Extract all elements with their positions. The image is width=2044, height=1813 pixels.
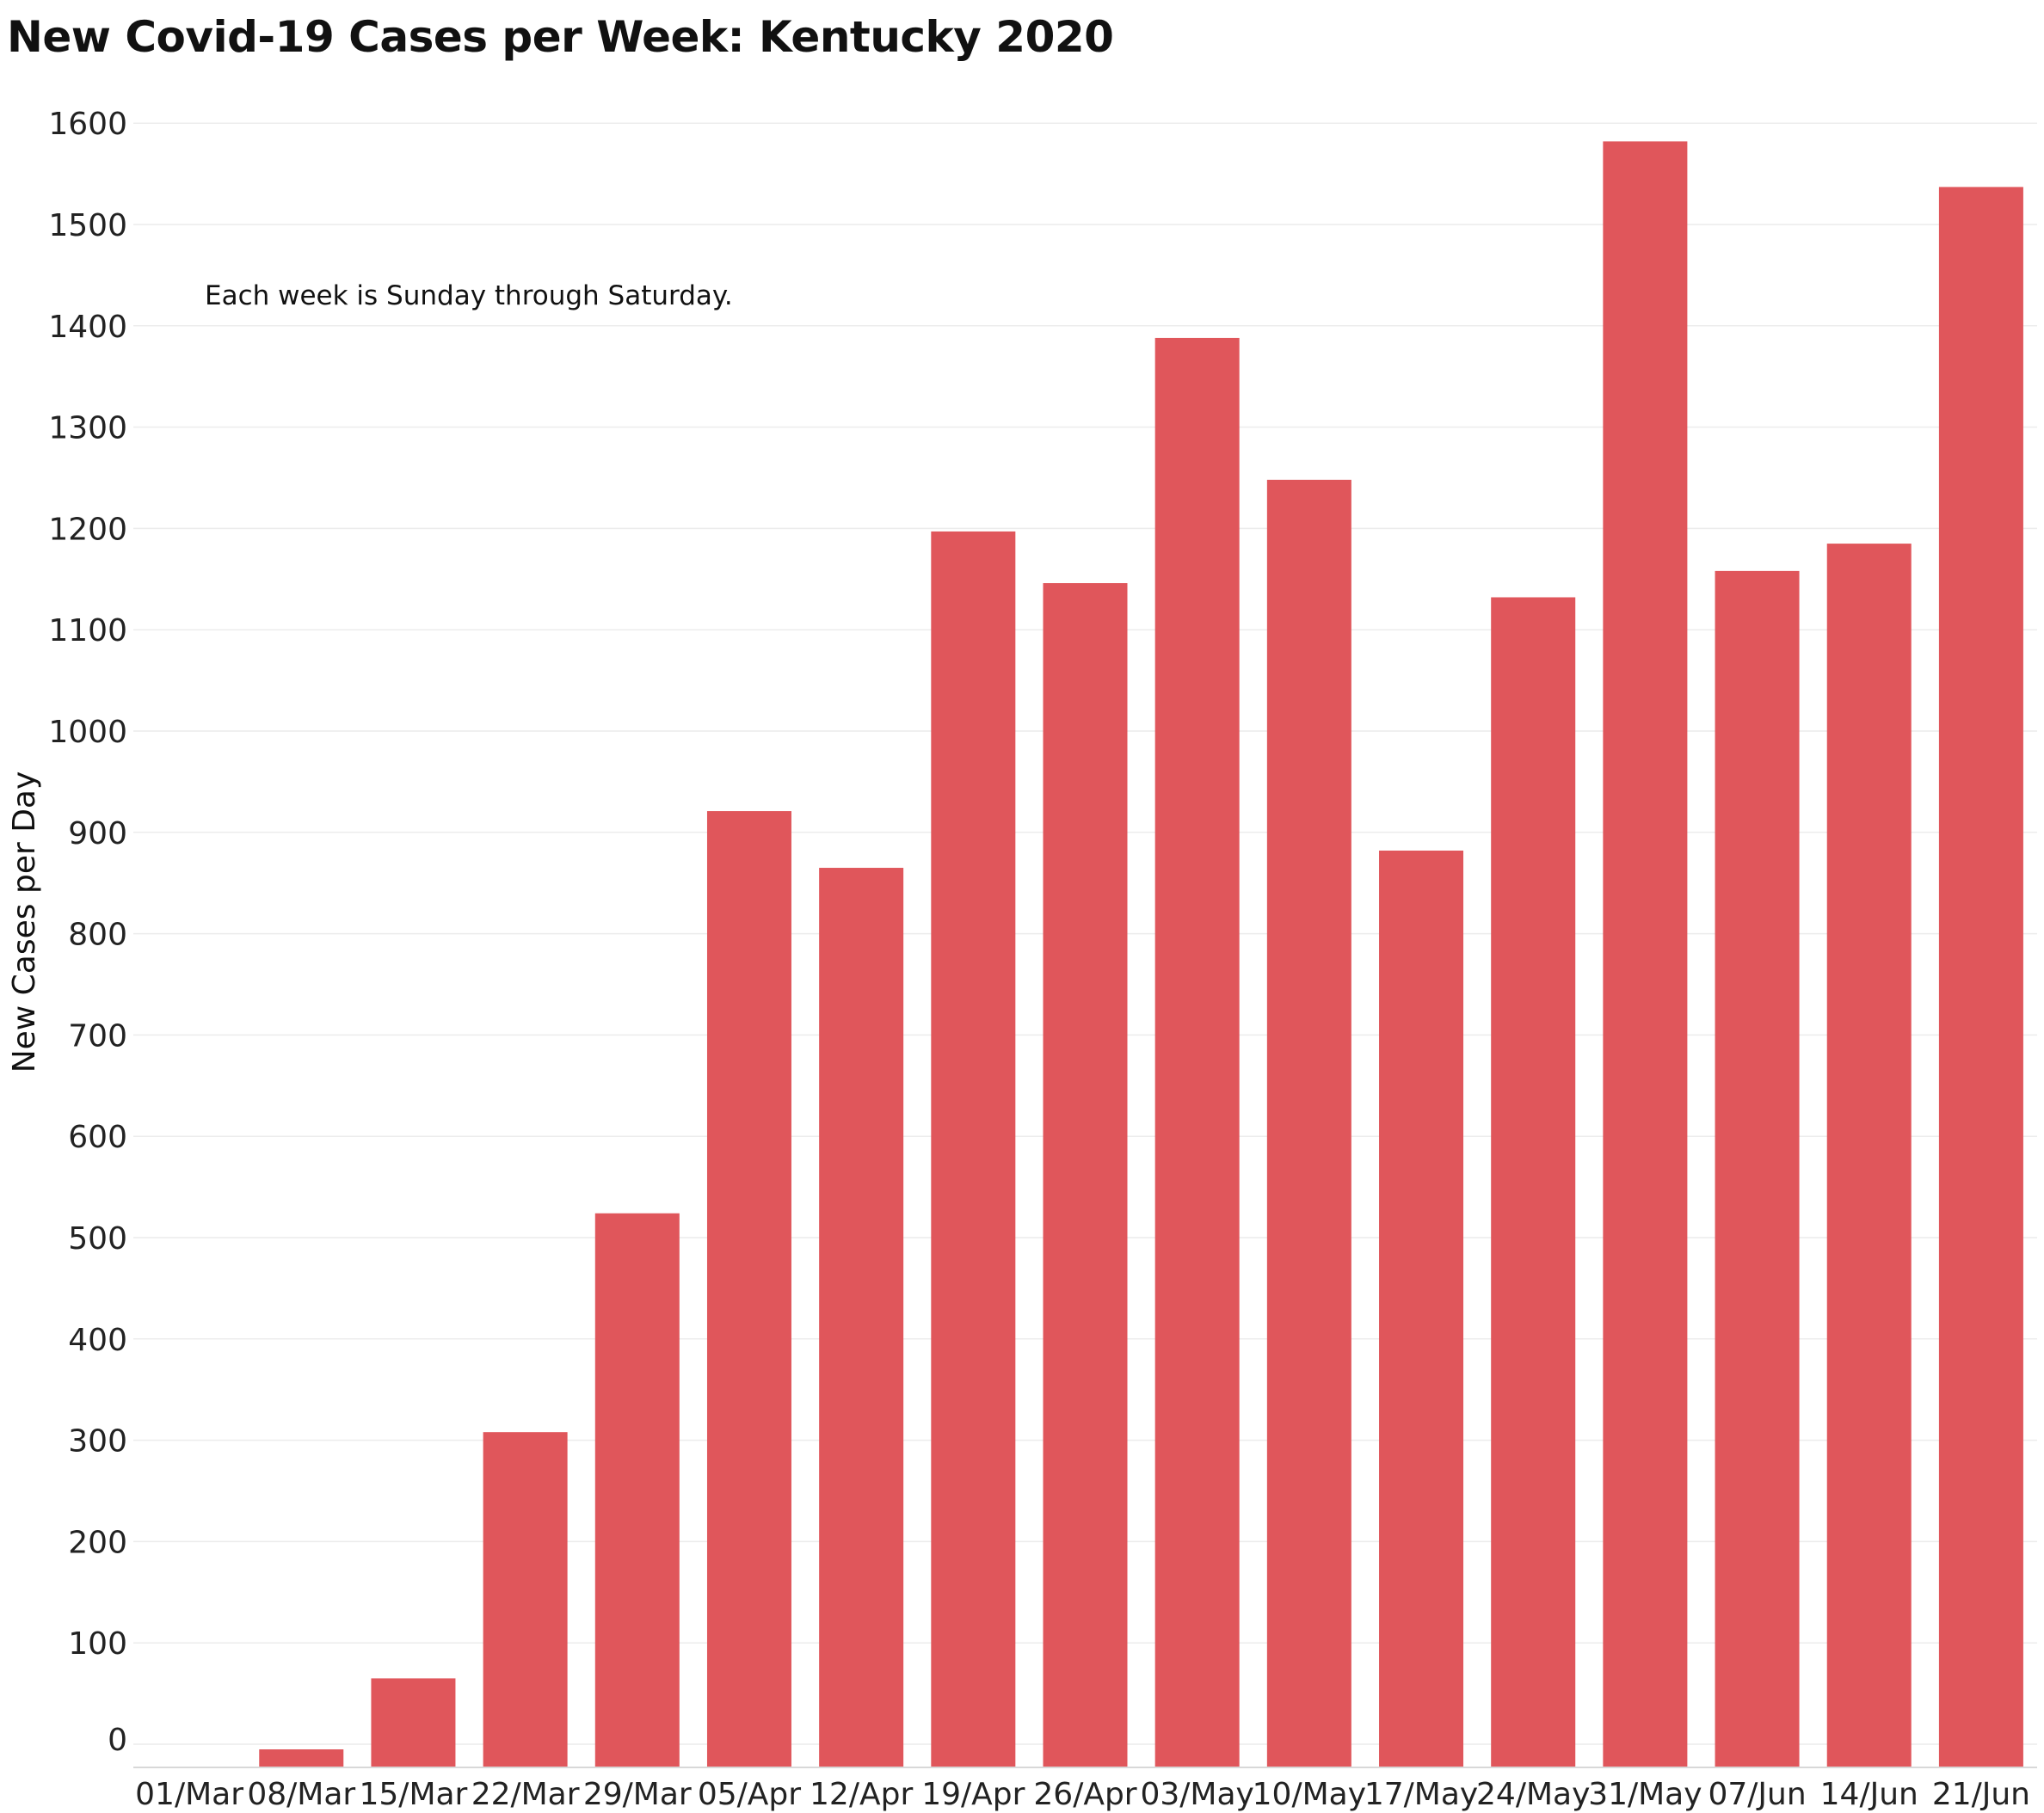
x-tick-label: 19/Apr <box>921 1777 1025 1812</box>
y-tick-label: 1400 <box>48 310 127 345</box>
x-tick-label: 08/Mar <box>247 1777 355 1812</box>
x-tick-label: 07/Jun <box>1708 1777 1806 1812</box>
x-tick-label: 14/Jun <box>1820 1777 1918 1812</box>
bar <box>1491 597 1576 1767</box>
bar <box>1603 141 1688 1767</box>
y-tick-label: 200 <box>68 1525 127 1560</box>
bar <box>259 1749 344 1767</box>
x-tick-label: 10/May <box>1253 1777 1366 1812</box>
x-tick-label: 22/Mar <box>471 1777 580 1812</box>
bar <box>1266 479 1351 1768</box>
bar <box>594 1213 680 1767</box>
y-tick-label: 0 <box>108 1723 127 1758</box>
bar <box>483 1432 568 1767</box>
bar <box>371 1678 456 1767</box>
x-tick-label: 17/May <box>1364 1777 1478 1812</box>
y-tick-label: 600 <box>68 1120 127 1155</box>
y-tick-label: 400 <box>68 1323 127 1358</box>
bar <box>1826 544 1912 1767</box>
bar <box>819 868 904 1767</box>
y-tick-label: 1100 <box>48 613 127 648</box>
chart-title: New Covid-19 Cases per Week: Kentucky 20… <box>7 12 1114 62</box>
bar <box>1043 583 1128 1768</box>
bar <box>1938 187 2023 1767</box>
x-tick-label: 26/Apr <box>1033 1777 1136 1812</box>
y-tick-label: 100 <box>68 1626 127 1662</box>
y-tick-label: 1000 <box>48 715 127 750</box>
x-tick-label: 12/Apr <box>810 1777 913 1812</box>
y-tick-label: 700 <box>68 1018 127 1054</box>
y-axis-title: New Cases per Day <box>7 771 42 1073</box>
bar <box>706 811 791 1767</box>
y-axis-ticks: 0 100 200 300 400 500 600 700 800 900 1000 1100 1200… <box>48 107 127 1758</box>
y-tick-label: 900 <box>68 816 127 851</box>
x-tick-label: 01/Mar <box>135 1777 243 1812</box>
x-tick-label: 31/May <box>1588 1777 1702 1812</box>
chart-annotation: Each week is Sunday through Saturday. <box>205 280 733 311</box>
y-tick-label: 500 <box>68 1221 127 1257</box>
bar <box>1154 337 1240 1767</box>
y-tick-label: 1500 <box>48 208 127 243</box>
x-tick-label: 05/Apr <box>698 1777 801 1812</box>
x-tick-label: 21/Jun <box>1932 1777 2030 1812</box>
y-tick-label: 1300 <box>48 411 127 446</box>
bar <box>931 531 1016 1767</box>
y-tick-label: 1600 <box>48 107 127 142</box>
x-tick-label: 15/Mar <box>360 1777 468 1812</box>
x-tick-label: 03/May <box>1140 1777 1253 1812</box>
x-tick-label: 29/Mar <box>583 1777 692 1812</box>
bars <box>259 141 2023 1768</box>
bar <box>1715 570 1800 1767</box>
x-tick-label: 24/May <box>1476 1777 1590 1812</box>
y-tick-label: 800 <box>68 918 127 953</box>
bar <box>1379 851 1464 1767</box>
x-axis-ticks: 01/Mar 08/Mar 15/Mar 22/Mar 29/Mar 05/Apr 12/A… <box>135 1777 2030 1812</box>
y-tick-label: 1200 <box>48 512 127 547</box>
y-tick-label: 300 <box>68 1424 127 1460</box>
